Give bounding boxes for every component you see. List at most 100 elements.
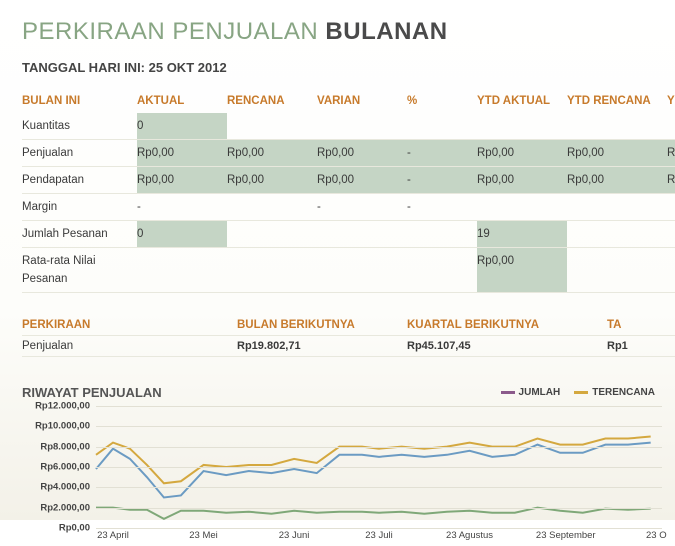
table-cell: Rp0,00 [477, 248, 567, 293]
table-header: VARIAN [317, 91, 407, 113]
xtick-label: 23 September [536, 530, 596, 541]
table-cell: Rp [667, 167, 675, 194]
table-cell: Rp0,00 [567, 167, 667, 194]
gridline [96, 447, 662, 448]
forecast-cell: Rp45.107,45 [407, 336, 607, 357]
ytick-label: Rp12.000,00 [35, 401, 90, 412]
table-cell [227, 248, 317, 293]
table-cell: Rp0,00 [477, 140, 567, 167]
table-cell [137, 248, 227, 293]
gridline [96, 467, 662, 468]
table-cell [667, 113, 675, 140]
chart-series-terencana [96, 437, 651, 484]
table-cell: Rp0,00 [317, 167, 407, 194]
table-row-label: Kuantitas [22, 113, 137, 140]
gridline [96, 528, 662, 529]
table-row-label: Jumlah Pesanan [22, 221, 137, 248]
table-cell [667, 221, 675, 248]
table-cell [317, 248, 407, 293]
chart-area: Rp0,00Rp2.000,00Rp4.000,00Rp6.000,00Rp8.… [22, 406, 662, 546]
table-header: RENCANA [227, 91, 317, 113]
table-cell [477, 194, 567, 221]
xtick-label: 23 O [646, 530, 667, 541]
title-part1: PERKIRAAN PENJUALAN [22, 18, 318, 45]
chart-title: RIWAYAT PENJUALAN [22, 385, 162, 400]
forecast-header: TA [607, 315, 675, 336]
chart-series-jumlah [96, 443, 651, 498]
table-cell [227, 221, 317, 248]
table-cell [567, 221, 667, 248]
ytick-label: Rp8.000,00 [40, 441, 90, 452]
forecast-header: PERKIRAAN [22, 315, 237, 336]
forecast-header: BULAN BERIKUTNYA [237, 315, 407, 336]
table-cell [317, 221, 407, 248]
table-cell: Rp [667, 140, 675, 167]
table-cell [317, 113, 407, 140]
chart-yaxis: Rp0,00Rp2.000,00Rp4.000,00Rp6.000,00Rp8.… [22, 406, 94, 546]
table-cell: Rp0,00 [567, 140, 667, 167]
table-header: BULAN INI [22, 91, 137, 113]
table-cell: 19 [477, 221, 567, 248]
table-cell: 0 [137, 113, 227, 140]
table-row-label: Margin [22, 194, 137, 221]
ytick-label: Rp10.000,00 [35, 421, 90, 432]
chart-series-series3 [96, 508, 651, 519]
gridline [96, 487, 662, 488]
table-cell: - [317, 194, 407, 221]
table-cell: Rp0,00 [227, 140, 317, 167]
gridline [96, 426, 662, 427]
monthly-table: BULAN INIAKTUALRENCANAVARIAN%YTD AKTUALY… [22, 91, 675, 293]
table-cell: Rp0,00 [137, 140, 227, 167]
ytick-label: Rp4.000,00 [40, 482, 90, 493]
table-cell [227, 194, 317, 221]
table-cell [477, 113, 567, 140]
xtick-label: 23 Mei [189, 530, 218, 541]
page-title: PERKIRAAN PENJUALAN BULANAN [22, 18, 675, 46]
table-cell [567, 194, 667, 221]
xtick-label: 23 April [97, 530, 129, 541]
table-cell [567, 248, 667, 293]
gridline [96, 508, 662, 509]
legend-label: TERENCANA [592, 387, 655, 398]
xtick-label: 23 Juli [365, 530, 392, 541]
table-cell: Rp0,00 [477, 167, 567, 194]
table-cell [667, 194, 675, 221]
forecast-cell: Rp1 [607, 336, 675, 357]
table-cell: Rp0,00 [227, 167, 317, 194]
table-row-label: Penjualan [22, 140, 137, 167]
legend-item: JUMLAH [501, 387, 561, 398]
forecast-row-label: Penjualan [22, 336, 237, 357]
table-cell: 0 [137, 221, 227, 248]
title-part2: BULANAN [325, 18, 447, 45]
table-header: Y [667, 91, 675, 113]
table-cell [407, 248, 477, 293]
ytick-label: Rp6.000,00 [40, 462, 90, 473]
table-row-label: Pendapatan [22, 167, 137, 194]
forecast-table: PERKIRAANBULAN BERIKUTNYAKUARTAL BERIKUT… [22, 315, 675, 357]
chart-plot [96, 406, 662, 528]
table-row-label: Rata-rata Nilai Pesanan [22, 248, 137, 293]
legend-swatch [501, 391, 515, 394]
table-cell [407, 113, 477, 140]
gridline [96, 406, 662, 407]
table-header: YTD AKTUAL [477, 91, 567, 113]
table-cell [407, 221, 477, 248]
date-label: TANGGAL HARI INI: 25 OKT 2012 [22, 60, 675, 75]
xtick-label: 23 Agustus [446, 530, 493, 541]
forecast-cell: Rp19.802,71 [237, 336, 407, 357]
table-cell: Rp0,00 [137, 167, 227, 194]
table-cell [667, 248, 675, 293]
chart-xaxis: 23 April 23 Mei 23 Juni 23 Juli 23 Agustus 23… [96, 530, 662, 546]
legend-label: JUMLAH [519, 387, 561, 398]
table-header: YTD RENCANA [567, 91, 667, 113]
xtick-label: 23 Juni [279, 530, 310, 541]
table-cell: - [137, 194, 227, 221]
legend-item: TERENCANA [574, 387, 655, 398]
table-cell: - [407, 194, 477, 221]
ytick-label: Rp0,00 [59, 523, 90, 534]
table-header: % [407, 91, 477, 113]
table-header: AKTUAL [137, 91, 227, 113]
table-cell [567, 113, 667, 140]
table-cell [227, 113, 317, 140]
chart-section: RIWAYAT PENJUALAN JUMLAH TERENCANA Rp0,00… [22, 385, 675, 546]
